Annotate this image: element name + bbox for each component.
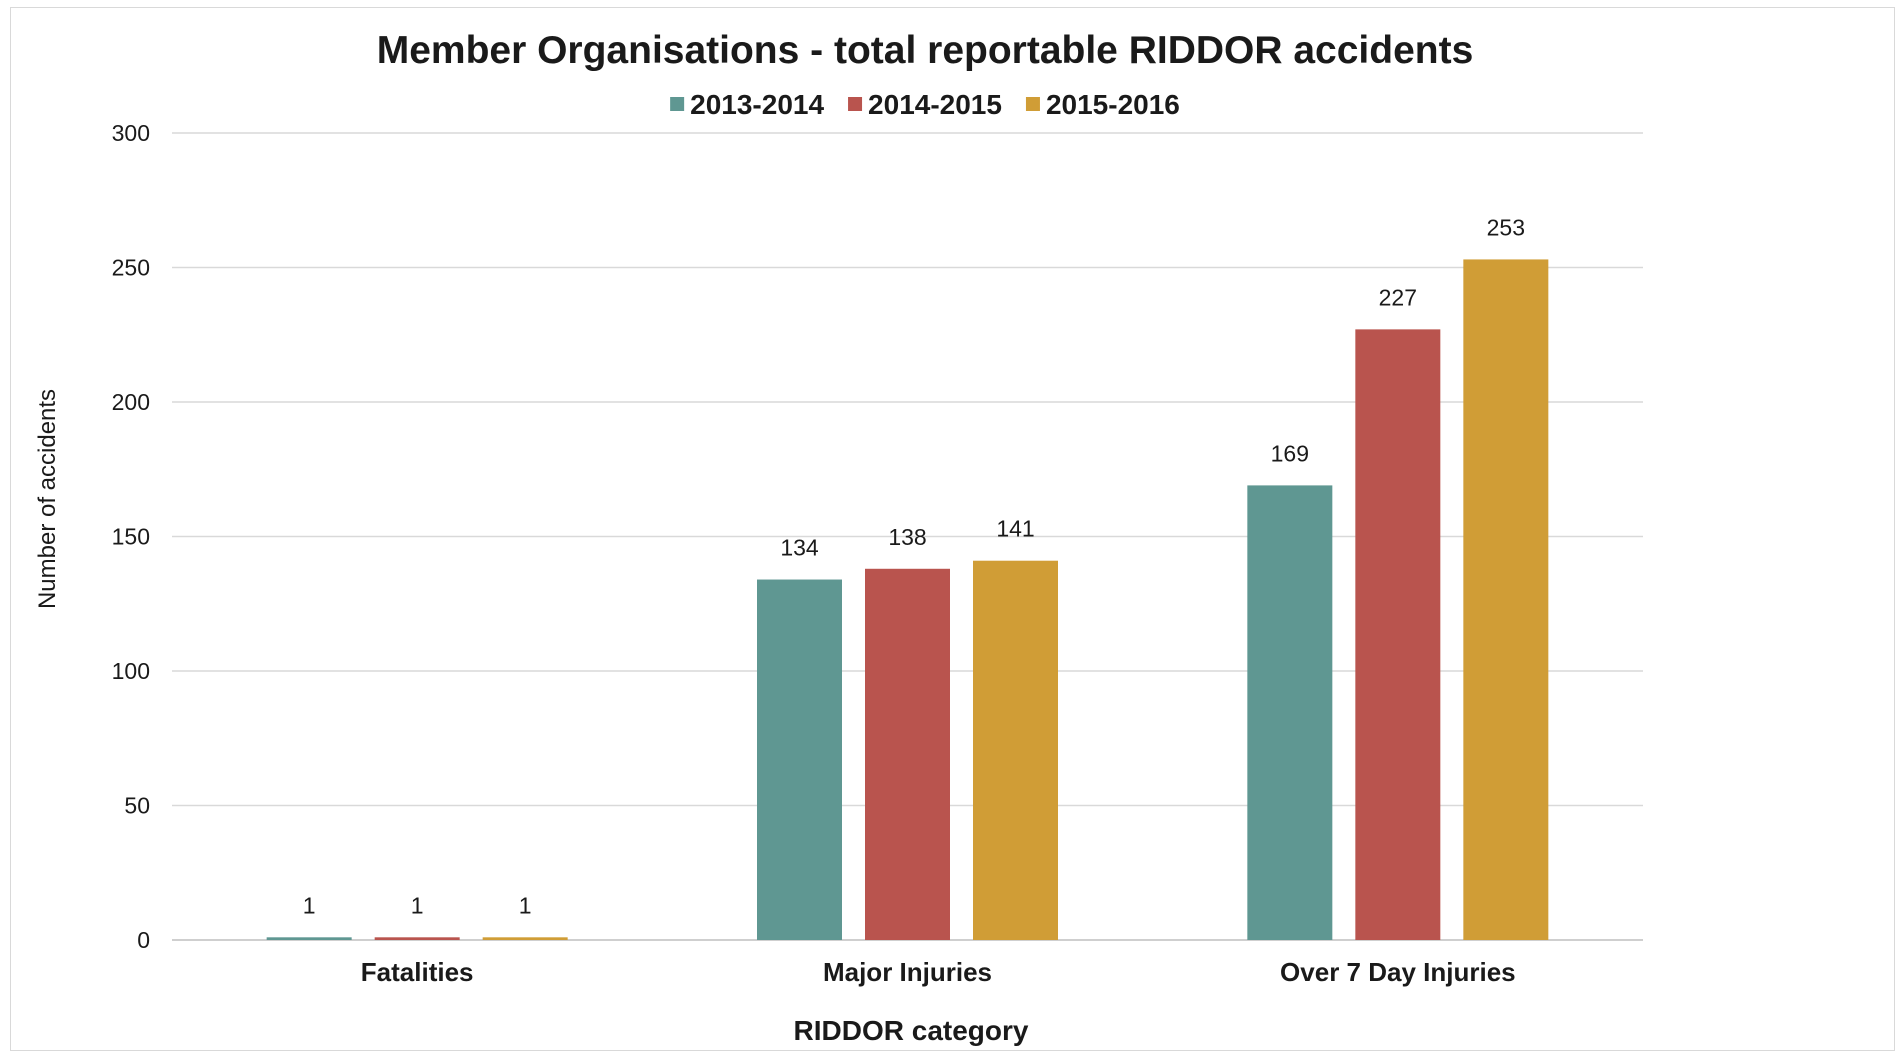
y-tick-label-250: 250: [112, 255, 150, 281]
y-axis-ticks: 0 50 100 150 200 250 300: [112, 120, 150, 953]
bar-fatalities-2015-2016: [482, 937, 568, 940]
data-label-over-7-day-injuries-2014-2015: 227: [1379, 284, 1417, 310]
x-category-label-major-injuries: Major Injuries: [823, 957, 992, 987]
data-labels: 1 1 1 134 138 141 169 227 253: [303, 214, 1525, 918]
y-tick-label-100: 100: [112, 658, 150, 684]
x-axis-categories: Fatalities Major Injuries Over 7 Day Injur…: [361, 957, 1516, 987]
y-tick-label-200: 200: [112, 389, 150, 415]
bar-fatalities-2014-2015: [374, 937, 460, 940]
y-tick-label-0: 0: [137, 927, 150, 953]
data-label-fatalities-2014-2015: 1: [411, 892, 424, 918]
x-category-label-fatalities: Fatalities: [361, 957, 474, 987]
y-tick-label-150: 150: [112, 524, 150, 550]
legend: 2013-2014 2014-2015 2015-2016: [670, 89, 1180, 120]
bar-over-7-day-injuries-2014-2015: [1355, 329, 1441, 940]
y-tick-label-300: 300: [112, 120, 150, 146]
x-axis-title: RIDDOR category: [794, 1015, 1029, 1046]
data-label-fatalities-2015-2016: 1: [519, 892, 532, 918]
bars: [266, 259, 1549, 940]
bar-major-injuries-2013-2014: [757, 579, 842, 940]
x-category-label-over-7-day-injuries: Over 7 Day Injuries: [1280, 957, 1516, 987]
data-label-major-injuries-2015-2016: 141: [996, 516, 1034, 542]
data-label-over-7-day-injuries-2015-2016: 253: [1487, 214, 1525, 240]
legend-label-2015-2016: 2015-2016: [1046, 89, 1180, 120]
y-axis-title: Number of accidents: [34, 389, 61, 609]
legend-label-2014-2015: 2014-2015: [868, 89, 1002, 120]
data-label-over-7-day-injuries-2013-2014: 169: [1271, 440, 1309, 466]
bar-fatalities-2013-2014: [266, 937, 352, 940]
legend-label-2013-2014: 2013-2014: [690, 89, 824, 120]
data-label-fatalities-2013-2014: 1: [303, 892, 316, 918]
legend-swatch-2015-2016: [1025, 97, 1040, 111]
chart-title: Member Organisations - total reportable …: [377, 29, 1474, 72]
data-label-major-injuries-2014-2015: 138: [888, 524, 926, 550]
chart-frame: [10, 7, 1895, 1051]
legend-swatch-2013-2014: [670, 97, 685, 111]
y-tick-label-50: 50: [124, 793, 150, 819]
bar-major-injuries-2014-2015: [865, 568, 950, 940]
bar-major-injuries-2015-2016: [973, 560, 1058, 940]
bar-over-7-day-injuries-2013-2014: [1247, 485, 1333, 940]
bar-over-7-day-injuries-2015-2016: [1463, 259, 1549, 940]
data-label-major-injuries-2013-2014: 134: [780, 535, 819, 561]
legend-swatch-2014-2015: [848, 97, 863, 111]
